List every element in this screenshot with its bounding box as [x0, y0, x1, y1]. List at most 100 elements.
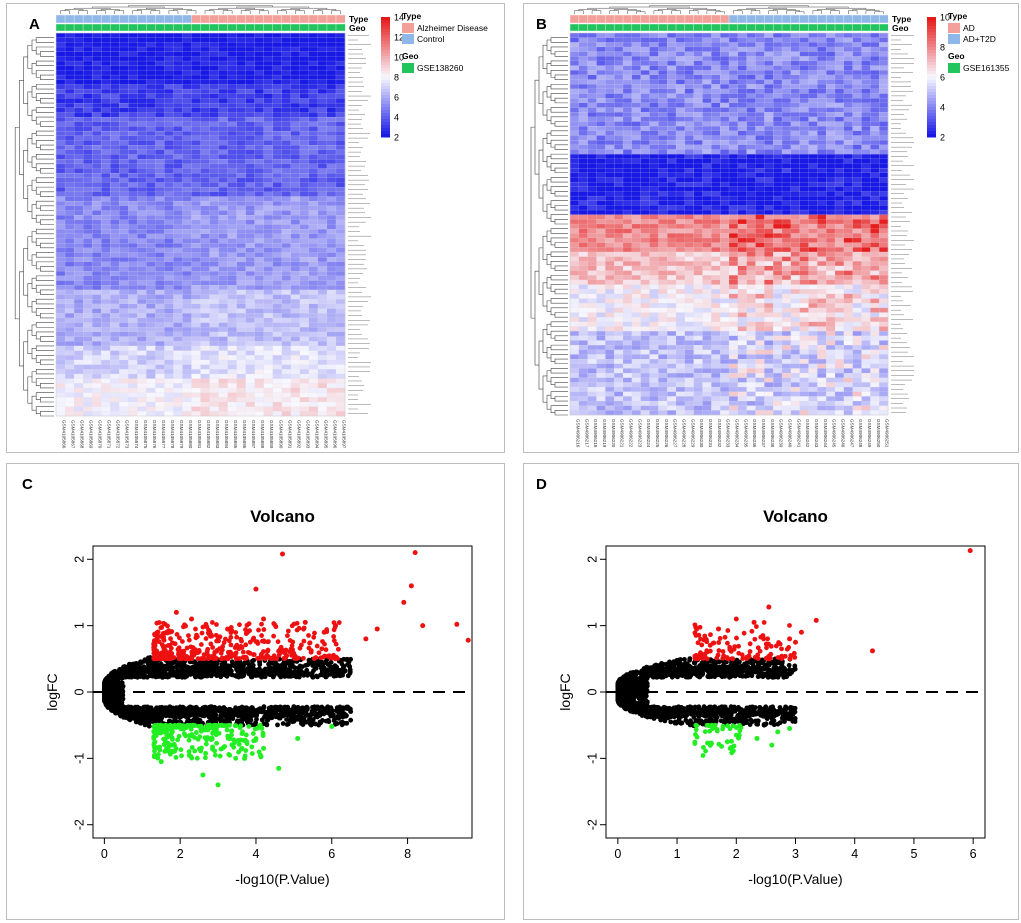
heatmap-cell [64, 187, 75, 193]
heatmap-cell [596, 307, 606, 313]
heatmap-cell [326, 373, 337, 379]
heatmap-cell [852, 219, 862, 225]
heatmap-cell [587, 251, 597, 257]
heatmap-cell [879, 172, 889, 178]
heatmap-cell [254, 88, 265, 95]
heatmap-cell [119, 74, 129, 81]
heatmap-cell [92, 243, 102, 249]
heatmap-cell [879, 121, 889, 127]
heatmap-cell [808, 279, 818, 285]
heatmap-cell [852, 37, 862, 43]
heatmap-cell [200, 168, 210, 174]
heatmap-cell [614, 116, 624, 122]
heatmap-cell [290, 350, 301, 356]
heatmap-cell [227, 74, 237, 81]
heatmap-cell [614, 214, 624, 220]
heatmap-cell [870, 154, 880, 160]
heatmap-cell [83, 182, 93, 188]
heatmap-cell [861, 56, 871, 62]
heatmap-cell [737, 88, 747, 94]
heatmap-cell [83, 317, 93, 323]
heatmap-cell [614, 172, 624, 178]
heatmap-cell [693, 158, 703, 164]
heatmap-cell [764, 172, 774, 178]
heatmap-cell [879, 37, 889, 43]
heatmap-cell [658, 102, 668, 108]
heatmap-cell [55, 182, 66, 188]
heatmap-cell [614, 261, 624, 267]
heatmap-cell [218, 275, 228, 281]
heatmap-cell [578, 289, 588, 295]
heatmap-cell [790, 121, 800, 127]
heatmap-cell [272, 65, 283, 71]
heatmap-cell [649, 247, 659, 253]
heatmap-cell [299, 168, 310, 174]
heatmap-cell [799, 247, 809, 253]
heatmap-cell [218, 397, 228, 403]
geo-bar-cell [263, 23, 274, 32]
heatmap-cell [326, 392, 337, 398]
heatmap-cell [236, 257, 246, 263]
heatmap-cell [834, 98, 845, 104]
geo-bar-cell [308, 23, 319, 32]
heatmap-cell [128, 154, 138, 160]
heatmap-cell [790, 303, 800, 309]
type-bar-cell [569, 14, 580, 24]
heatmap-cell [254, 187, 265, 193]
heatmap-cell [667, 195, 677, 202]
heatmap-cell [254, 355, 265, 361]
heatmap-cell [308, 145, 319, 151]
heatmap-cell [675, 303, 686, 309]
geo-bar-cell [91, 23, 102, 32]
type-bar-cell [631, 14, 642, 24]
heatmap-cell [308, 336, 319, 342]
heatmap-cell [667, 121, 677, 127]
heatmap-cell [826, 107, 836, 113]
heatmap-cell [702, 303, 712, 309]
color-scale-segment [381, 71, 390, 75]
heatmap-cell [764, 233, 774, 239]
heatmap-cell [209, 32, 219, 38]
heatmap-cell [861, 46, 871, 52]
heatmap-cell [83, 336, 93, 342]
heatmap-cell [799, 265, 809, 271]
heatmap-cell [861, 289, 871, 295]
heatmap-cell [236, 229, 246, 235]
heatmap-cell [191, 392, 201, 398]
heatmap-cell [263, 51, 274, 57]
heatmap-cell [799, 46, 809, 52]
heatmap-cell [879, 181, 889, 188]
heatmap-cell [667, 144, 677, 150]
heatmap-cell [227, 140, 237, 146]
heatmap-cell [101, 107, 111, 113]
heatmap-cell [182, 271, 192, 277]
heatmap-cell [649, 172, 659, 178]
heatmap-cell [826, 140, 836, 146]
heatmap-cell [711, 205, 721, 211]
heatmap-cell [83, 308, 93, 314]
heatmap-cell [587, 121, 597, 127]
heatmap-cell [128, 289, 138, 295]
heatmap-cell [164, 79, 174, 85]
heatmap-cell [236, 116, 246, 123]
heatmap-cell [596, 88, 606, 94]
heatmap-cell [755, 65, 765, 71]
heatmap-cell [834, 251, 845, 257]
heatmap-cell [155, 98, 165, 104]
heatmap-cell [227, 275, 237, 281]
color-scale-tick: 4 [394, 113, 399, 123]
heatmap-cell [73, 280, 84, 286]
heatmap-cell [737, 270, 747, 276]
heatmap-cell [272, 392, 283, 398]
heatmap-cell [852, 70, 862, 76]
heatmap-cell [299, 88, 310, 95]
heatmap-cell [826, 163, 836, 169]
heatmap-cell [852, 247, 862, 253]
heatmap-cell [578, 93, 588, 99]
heatmap-cell [236, 112, 246, 118]
heatmap-cell [128, 219, 138, 225]
heatmap-cell [569, 74, 580, 80]
heatmap-cell [101, 140, 111, 146]
heatmap-cell [326, 46, 337, 53]
heatmap-cell [173, 145, 183, 151]
